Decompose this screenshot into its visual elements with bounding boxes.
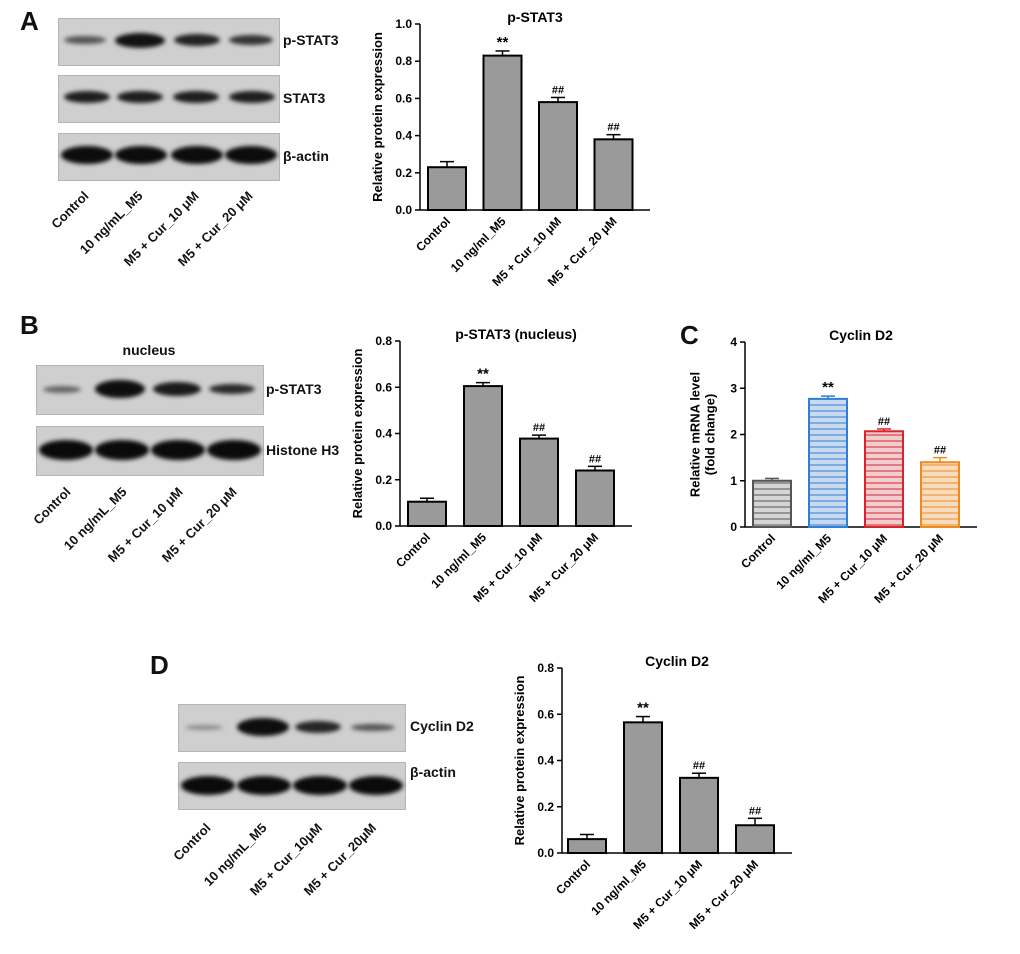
- blot-a-row-3-label: β-actin: [283, 148, 329, 164]
- x-tick-label: 10 ng/ml_M5: [773, 531, 834, 592]
- x-tick-label: 10 ng/ml_M5: [448, 214, 509, 275]
- y-tick-label: 0.8: [395, 54, 412, 68]
- bar: [864, 430, 904, 528]
- bar: [519, 437, 559, 527]
- significance-label: ##: [693, 760, 705, 772]
- chart-d: Cyclin D2 0.0 0.2 0.4 0.6 0.8 Relative protein…: [512, 653, 792, 932]
- chart-title: Cyclin D2: [829, 327, 893, 343]
- y-tick-label: 0.6: [537, 707, 554, 721]
- x-tick-label: Control: [413, 214, 453, 254]
- y-tick-label: 0.2: [395, 166, 412, 180]
- chart-title: p-STAT3 (nucleus): [455, 326, 577, 342]
- y-tick-label: 3: [730, 381, 737, 395]
- blot-a-row-1: [58, 18, 280, 66]
- blot-d-row-1: [178, 704, 406, 752]
- bar: [808, 397, 848, 528]
- blot-d-row-2-label: β-actin: [410, 764, 456, 780]
- bar: [920, 461, 960, 528]
- panel-label-b: B: [20, 310, 39, 340]
- y-tick-label: 0.0: [395, 203, 412, 217]
- y-tick-label: 2: [730, 428, 737, 442]
- blot-d-row-1-label: Cyclin D2: [410, 718, 474, 734]
- blot-d-row-2: [178, 762, 406, 810]
- chart-b: p-STAT3 (nucleus) 0.0 0.2 0.4 0.6 0.8 Relative…: [350, 326, 632, 605]
- significance-label: **: [822, 379, 834, 396]
- panel-label-a: A: [20, 6, 39, 36]
- y-tick-label: 1.0: [395, 17, 412, 31]
- significance-label: **: [497, 34, 509, 51]
- panel-label-c: C: [680, 320, 699, 350]
- bar: [567, 838, 607, 854]
- y-tick-label: 0.4: [395, 129, 412, 143]
- blot-d-lane-label: Control: [170, 820, 214, 864]
- y-tick-label: 0.6: [375, 380, 392, 394]
- bar: [593, 138, 634, 212]
- x-tick-label: 10 ng/ml_M5: [588, 857, 649, 918]
- chart-title: Cyclin D2: [645, 653, 709, 669]
- y-tick-label: 0.6: [395, 91, 412, 105]
- bar: [679, 776, 719, 854]
- blot-b-row-2-label: Histone H3: [266, 442, 340, 458]
- blot-b-row-1-label: p-STAT3: [266, 381, 322, 397]
- y-tick-label: 0.0: [375, 519, 392, 533]
- y-axis-label: Relative protein expression: [370, 32, 385, 202]
- bar: [538, 101, 578, 211]
- significance-label: ##: [749, 805, 761, 817]
- blot-b-row-2: [36, 426, 264, 476]
- significance-label: ##: [552, 84, 564, 96]
- panel-label-d: D: [150, 650, 169, 680]
- y-tick-label: 0.2: [375, 473, 392, 487]
- significance-label: ##: [878, 416, 890, 428]
- x-tick-label: Control: [393, 530, 433, 570]
- y-tick-label: 4: [730, 335, 737, 349]
- significance-label: ##: [533, 422, 545, 434]
- y-tick-label: 0.4: [375, 427, 392, 441]
- y-tick-label: 0.8: [375, 334, 392, 348]
- y-axis-label: (fold change): [703, 394, 718, 476]
- x-tick-label: Control: [738, 531, 778, 571]
- significance-label: ##: [607, 122, 619, 134]
- blot-a-row-3: [58, 133, 280, 181]
- x-tick-label: Control: [553, 857, 593, 897]
- significance-label: **: [477, 366, 489, 383]
- x-tick-label: 10 ng/ml_M5: [428, 530, 489, 591]
- chart-title: p-STAT3: [507, 9, 563, 25]
- y-tick-label: 0: [730, 520, 737, 534]
- blot-a-row-1-label: p-STAT3: [283, 32, 339, 48]
- y-axis-label: Relative mRNA level: [688, 372, 703, 497]
- bar: [463, 385, 503, 527]
- chart-c: Cyclin D2 0 1 2 3 4 Relative mRNA level (fold c…: [688, 327, 977, 606]
- bar: [735, 824, 775, 854]
- y-tick-label: 0.2: [537, 800, 554, 814]
- significance-label: ##: [589, 453, 601, 465]
- y-tick-label: 0.0: [537, 846, 554, 860]
- significance-label: ##: [934, 445, 946, 457]
- bar: [427, 166, 467, 211]
- blot-b-title: nucleus: [122, 342, 176, 358]
- bar: [575, 469, 615, 527]
- significance-label: **: [637, 700, 649, 717]
- bar: [482, 54, 523, 212]
- y-axis-label: Relative protein expression: [512, 676, 527, 846]
- blot-a-lane-label: Control: [48, 188, 92, 232]
- chart-a: p-STAT3 0.0 0.2 0.4 0.6 0.8 1.0 Relative protei…: [370, 9, 650, 289]
- blot-a-row-2-label: STAT3: [283, 90, 326, 106]
- y-axis-label: Relative protein expression: [350, 349, 365, 519]
- blot-b-lane-label: Control: [30, 484, 74, 528]
- y-tick-label: 0.4: [537, 754, 554, 768]
- blot-b-row-1: [36, 365, 264, 415]
- y-tick-label: 0.8: [537, 661, 554, 675]
- bar: [752, 479, 792, 528]
- y-tick-label: 1: [730, 474, 737, 488]
- blot-a-row-2: [58, 75, 280, 123]
- bar: [623, 721, 663, 854]
- bar: [407, 500, 447, 527]
